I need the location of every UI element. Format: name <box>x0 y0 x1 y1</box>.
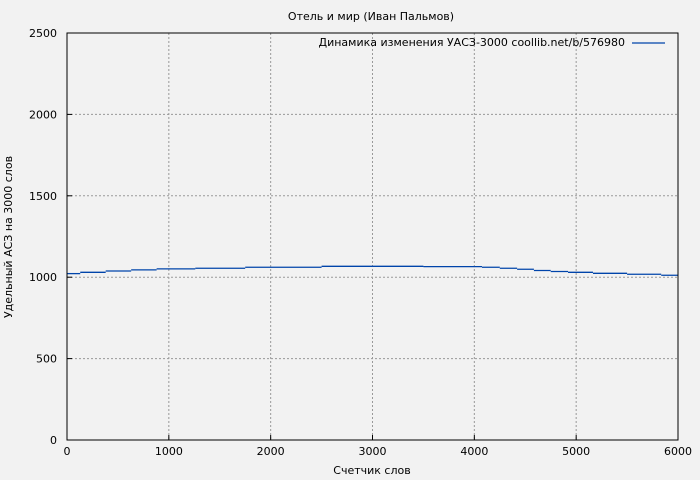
y-tick-label: 500 <box>36 353 57 366</box>
x-tick-label: 6000 <box>664 445 692 458</box>
x-tick-label: 4000 <box>460 445 488 458</box>
plot-frame <box>66 32 679 441</box>
y-tick-label: 1000 <box>29 271 57 284</box>
ticks: 0 1000 2000 3000 4000 5000 6000 0 500 1000 1500 200… <box>29 27 692 458</box>
y-tick-label: 1500 <box>29 190 57 203</box>
legend: Динамика изменения УАСЗ-3000 coollib.net… <box>319 36 665 49</box>
x-tick-label: 0 <box>64 445 71 458</box>
x-tick-label: 3000 <box>359 445 387 458</box>
y-tick-label: 0 <box>50 434 57 447</box>
legend-label: Динамика изменения УАСЗ-3000 coollib.net… <box>319 36 626 49</box>
x-tick-label: 1000 <box>155 445 183 458</box>
grid <box>67 33 678 440</box>
chart-title: Отель и мир (Иван Пальмов) <box>288 10 454 23</box>
x-tick-label: 5000 <box>562 445 590 458</box>
y-axis-label: Удельный АСЗ на 3000 слов <box>2 156 15 318</box>
y-tick-label: 2000 <box>29 108 57 121</box>
x-axis-label: Счетчик слов <box>333 464 410 477</box>
series <box>67 265 678 276</box>
x-tick-label: 2000 <box>257 445 285 458</box>
y-tick-label: 2500 <box>29 27 57 40</box>
